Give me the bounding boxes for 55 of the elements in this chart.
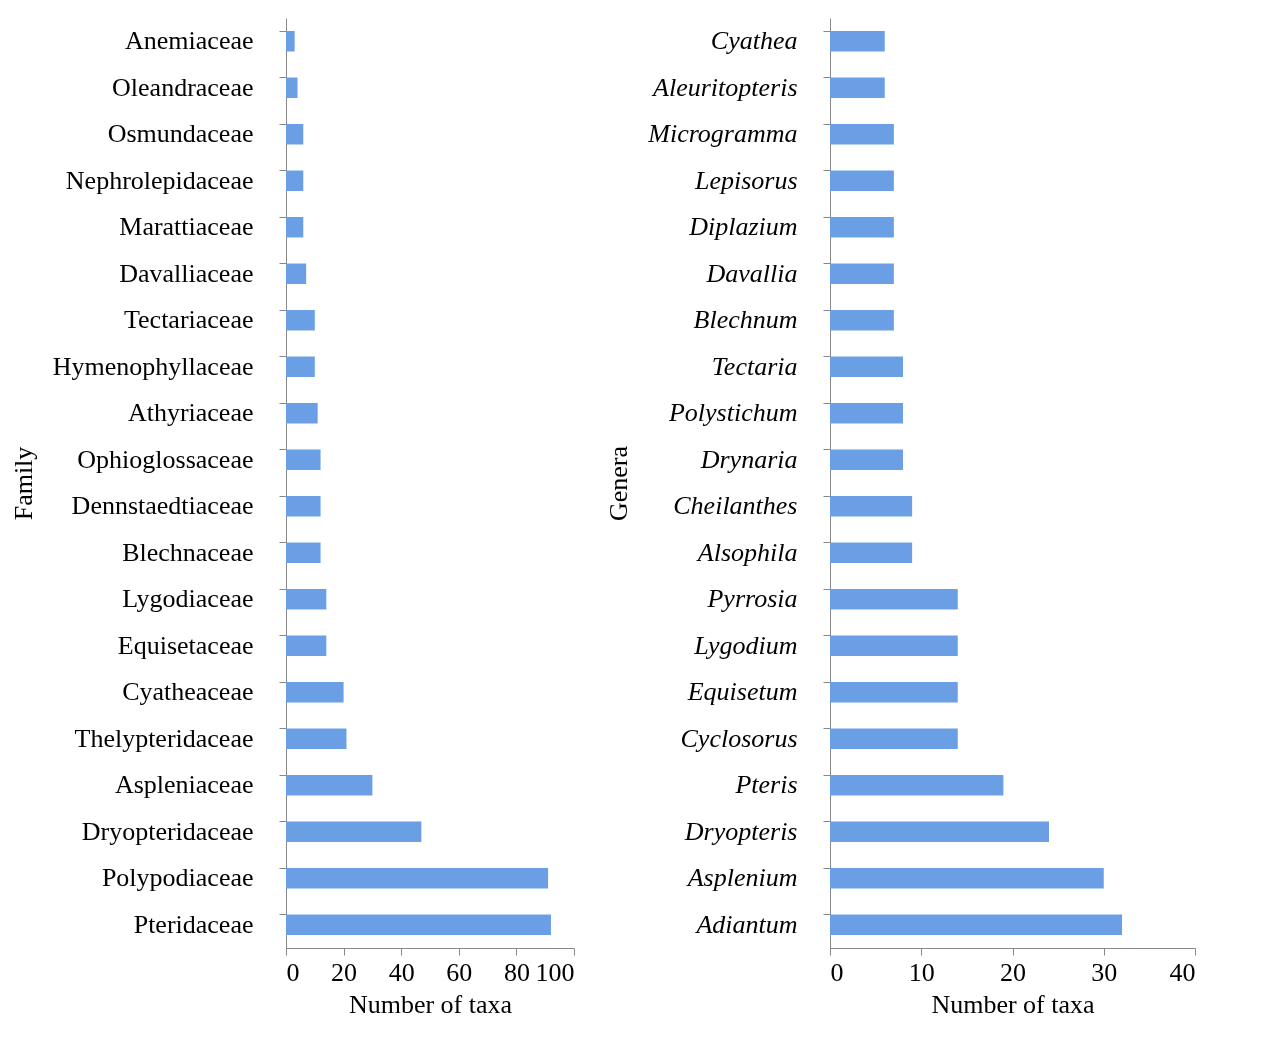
y-tick-label: Tectaria (711, 351, 798, 381)
y-tick-label: Lygodium (693, 630, 798, 660)
y-tick-label: Athyriaceae (127, 398, 254, 428)
y-tick-label: Dryopteridaceae (81, 816, 254, 846)
y-axis-title: Genera (604, 445, 634, 522)
x-tick-label: 30 (1091, 957, 1118, 987)
y-tick-label: Dryopteris (683, 816, 798, 846)
x-tick-label: 60 (446, 957, 473, 987)
y-tick-label: Cyathea (710, 26, 798, 56)
x-axis-title: Number of taxa (348, 989, 513, 1019)
y-tick-label: Aspleniaceae (114, 770, 254, 800)
y-tick-label: Tectariaceae (124, 305, 254, 335)
x-tick-label: 0 (830, 957, 844, 987)
y-tick-label: Alsophila (695, 537, 798, 567)
y-tick-label: Oleandraceae (112, 72, 254, 102)
y-tick-label: Blechnum (693, 305, 798, 335)
y-tick-label: Pteris (734, 770, 798, 800)
y-tick-label: Adiantum (694, 909, 798, 939)
y-tick-label: Equisetum (686, 677, 798, 707)
y-tick-label: Davalliaceae (119, 258, 254, 288)
x-tick-label: 0 (286, 957, 300, 987)
y-tick-label: Drynaria (699, 444, 798, 474)
x-tick-label: 40 (388, 957, 415, 987)
y-tick-label: Cyatheaceae (122, 677, 254, 707)
y-tick-label: Dennstaedtiaceae (71, 491, 254, 521)
x-tick-label: 20 (331, 957, 358, 987)
y-tick-label: Blechnaceae (122, 537, 254, 567)
y-tick-label: Equisetaceae (117, 630, 254, 660)
y-tick-label: Polypodiaceae (101, 863, 254, 893)
y-tick-label: Microgramma (647, 119, 798, 149)
x-tick-label: 20 (1000, 957, 1026, 987)
y-tick-label: Diplazium (688, 212, 798, 242)
x-tick-label: 80 (503, 957, 530, 987)
x-tick-label: 100 (535, 957, 575, 987)
y-tick-label: Pteridaceae (133, 909, 254, 939)
y-tick-label: Davallia (705, 258, 798, 288)
y-tick-label: Ophioglossaceae (77, 444, 254, 474)
x-tick-label: 40 (1169, 957, 1196, 987)
y-tick-label: Anemiaceae (125, 26, 254, 56)
y-tick-label: Asplenium (685, 863, 798, 893)
y-tick-label: Aleuritopteris (651, 72, 798, 102)
y-tick-label: Lygodiaceae (122, 584, 254, 614)
y-tick-label: Osmundaceae (107, 119, 254, 149)
y-tick-label: Thelypteridaceae (74, 723, 254, 753)
y-axis-title: Family (8, 446, 38, 521)
y-tick-label: Cheilanthes (673, 491, 798, 521)
y-tick-label: Polystichum (667, 398, 798, 428)
y-tick-label: Nephrolepidaceae (65, 165, 254, 195)
y-tick-label: Pyrrosia (706, 584, 798, 614)
y-tick-label: Lepisorus (693, 165, 798, 195)
x-tick-label: 10 (908, 957, 935, 987)
y-tick-label: Marattiaceae (119, 212, 254, 242)
y-tick-label: Hymenophyllaceae (52, 351, 254, 381)
x-axis-title: Number of taxa (931, 989, 1096, 1019)
y-tick-label: Cyclosorus (680, 723, 798, 753)
